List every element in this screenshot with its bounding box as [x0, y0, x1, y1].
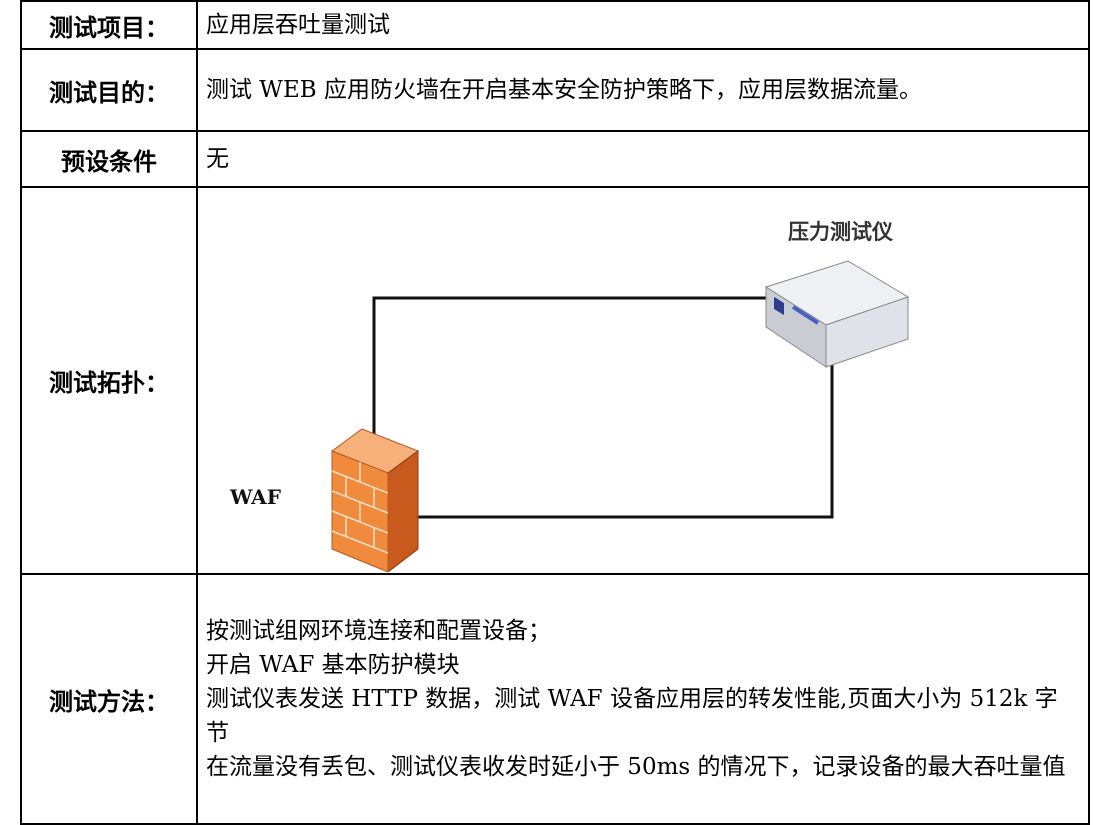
text-line: 开启 WAF 基本防护模块	[206, 652, 460, 678]
text-line: 测试仪表发送 HTTP 数据，测试 WAF 设备应用层的转发性能,页面大小为 5…	[206, 686, 1058, 746]
row-content: 应用层吞吐量测试	[196, 0, 1090, 50]
row-label: 测试目的：	[20, 48, 198, 132]
waf-label: WAF	[229, 485, 281, 509]
row: 预设条件 无	[20, 130, 1090, 188]
row-content: 无	[196, 130, 1090, 188]
row-label: 测试项目：	[20, 0, 198, 50]
cable	[418, 339, 834, 519]
connections	[372, 296, 834, 519]
row: 测试项目： 应用层吞吐量测试	[20, 0, 1090, 50]
row-label: 预设条件	[20, 130, 198, 188]
text-line: 在流量没有丢包、测试仪表收发时延小于 50ms 的情况下，记录设备的最大吞吐量值	[206, 754, 1066, 780]
row-label: 测试拓扑：	[20, 186, 198, 575]
tester-device	[764, 260, 910, 368]
text-line: 测试 WEB 应用防火墙在开启基本安全防护策略下，应用层数据流量。	[206, 77, 922, 103]
text-line: 应用层吞吐量测试	[206, 12, 390, 38]
topology-cell: 压力测试仪 WAF	[196, 186, 1090, 575]
row-content: 测试 WEB 应用防火墙在开启基本安全防护策略下，应用层数据流量。	[196, 48, 1090, 132]
text-line: 无	[206, 146, 229, 172]
firewall	[330, 428, 420, 572]
row-content: 按测试组网环境连接和配置设备； 开启 WAF 基本防护模块 测试仪表发送 HTT…	[196, 573, 1090, 825]
device-label: 压力测试仪	[788, 219, 894, 244]
test-table: 测试项目： 应用层吞吐量测试 测试目的： 测试 WEB 应用防火墙在开启基本安全…	[20, 0, 1090, 825]
row: 测试目的： 测试 WEB 应用防火墙在开启基本安全防护策略下，应用层数据流量。	[20, 48, 1090, 132]
topology-diagram: 压力测试仪 WAF	[229, 219, 910, 572]
row: 测试拓扑： 压力测试仪 WAF	[20, 186, 1090, 575]
text-line: 按测试组网环境连接和配置设备；	[206, 618, 551, 644]
row-label: 测试方法：	[20, 573, 198, 825]
row: 测试方法： 按测试组网环境连接和配置设备； 开启 WAF 基本防护模块 测试仪表…	[20, 573, 1090, 825]
cable	[372, 296, 778, 439]
